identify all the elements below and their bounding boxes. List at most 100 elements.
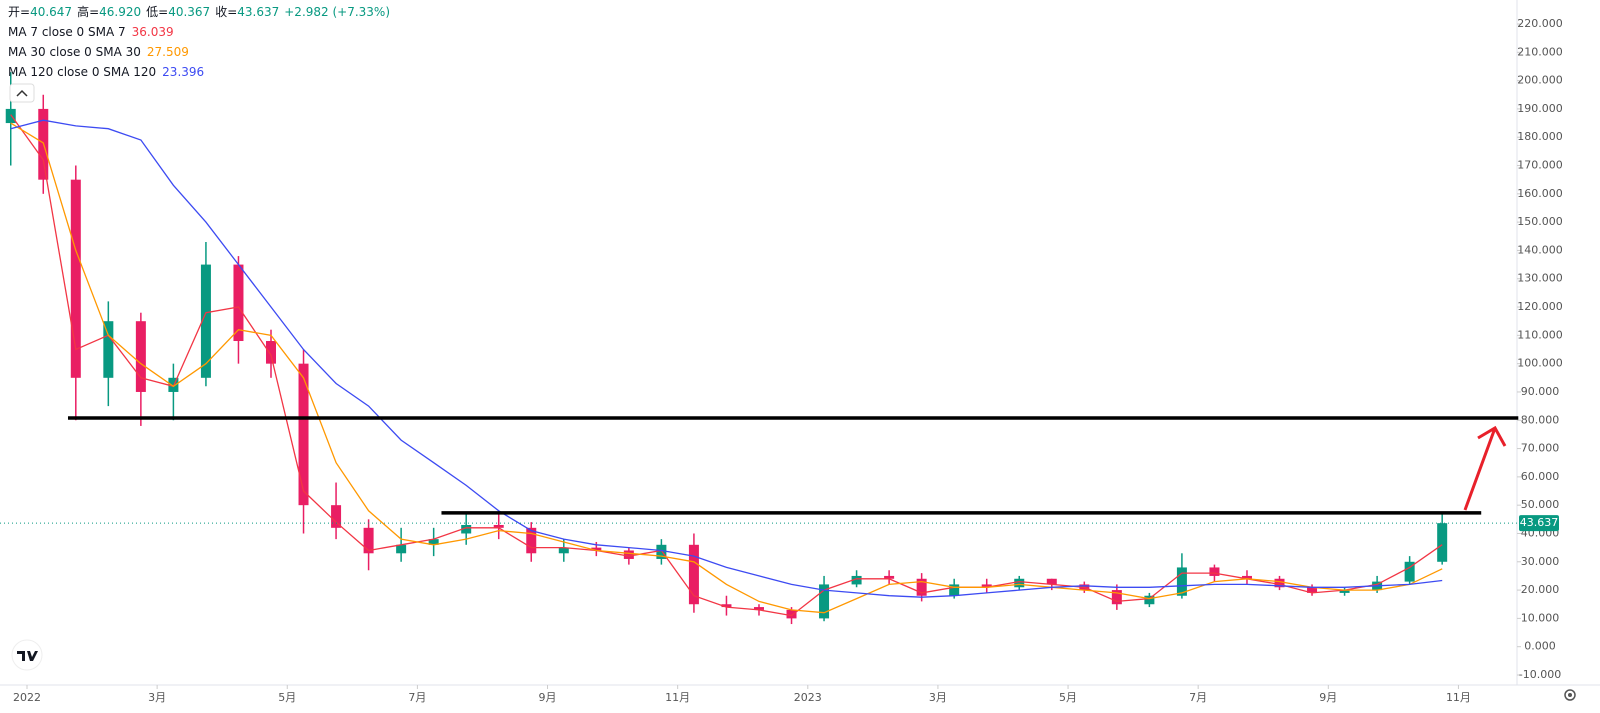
x-tick-label: 2023 xyxy=(794,691,822,704)
x-tick-label: 2022 xyxy=(13,691,41,704)
x-tick-label: 11月 xyxy=(665,691,690,704)
x-tick-label: 5月 xyxy=(1059,691,1077,704)
y-tick-label: 210.000 xyxy=(1517,45,1563,58)
y-tick-label: 140.000 xyxy=(1517,243,1563,256)
arrow-annotation xyxy=(1463,425,1507,511)
y-tick-label: 70.000 xyxy=(1521,442,1560,455)
candle-body xyxy=(1111,590,1122,605)
candle-body xyxy=(949,584,960,596)
ma-line xyxy=(10,122,1443,614)
indicator-value: 23.396 xyxy=(162,65,204,79)
candle-body xyxy=(265,341,276,364)
x-tick-label: 9月 xyxy=(1319,691,1337,704)
y-tick-label: 150.000 xyxy=(1517,215,1563,228)
candle-body xyxy=(1437,523,1448,562)
candle-body xyxy=(298,363,309,506)
y-tick-label: 110.000 xyxy=(1517,328,1563,341)
x-tick-label: 7月 xyxy=(408,691,426,704)
y-tick-label: 190.000 xyxy=(1517,102,1563,115)
tv-logo[interactable] xyxy=(11,639,43,671)
candle-body xyxy=(753,607,764,610)
candle-body xyxy=(526,527,537,554)
y-tick-label: 200.000 xyxy=(1517,74,1563,87)
candle-body xyxy=(135,321,146,392)
ma-line xyxy=(10,114,1443,617)
candle-body xyxy=(1339,590,1350,593)
settings-icon[interactable] xyxy=(1564,689,1576,701)
candle-body xyxy=(851,575,862,585)
candle-body xyxy=(558,547,569,554)
candle-body xyxy=(623,550,634,559)
candle-body xyxy=(656,544,667,559)
candle-body xyxy=(363,527,374,554)
x-tick-label: 5月 xyxy=(278,691,296,704)
change: +2.982 (+7.33%) xyxy=(284,5,390,19)
y-tick-label: 30.000 xyxy=(1521,555,1560,568)
candle-body xyxy=(1274,578,1285,588)
y-tick-label: 220.000 xyxy=(1517,17,1563,30)
collapse-button[interactable] xyxy=(9,83,35,103)
ohlc-key: 高= xyxy=(77,4,99,19)
indicator-value: 36.039 xyxy=(132,25,174,39)
indicator-value: 27.509 xyxy=(147,45,189,59)
last-price-box xyxy=(1519,515,1559,532)
y-tick-label: 0.000 xyxy=(1524,640,1556,653)
y-tick-label: 20.000 xyxy=(1521,583,1560,596)
indicator-legend: MA 7 close 0 SMA 7 36.039 xyxy=(8,25,174,39)
candle-body xyxy=(884,575,895,579)
x-tick-label: 3月 xyxy=(929,691,947,704)
candle-body xyxy=(916,578,927,596)
ohlc-key: 低= xyxy=(146,5,168,19)
indicator-name: MA 7 close 0 SMA 7 xyxy=(8,25,126,39)
candle-body xyxy=(103,321,114,378)
candle-body xyxy=(70,179,81,378)
ohlc-key: 开= xyxy=(8,5,30,19)
ohlc-value: 46.920 xyxy=(99,5,141,19)
y-tick-label: 120.000 xyxy=(1517,300,1563,313)
candle-body xyxy=(1014,578,1025,588)
y-tick-label: 180.000 xyxy=(1517,130,1563,143)
candle-body xyxy=(396,544,407,554)
ohlc-legend: 开=40.647 高=46.920 低=40.367 收=43.637 +2.982 (… xyxy=(8,4,390,19)
indicator-legend: MA 30 close 0 SMA 30 27.509 xyxy=(8,45,189,59)
candle-body xyxy=(200,264,211,378)
candle-body xyxy=(1209,567,1220,576)
candle-body xyxy=(1046,578,1057,585)
y-tick-label: -10.000 xyxy=(1519,668,1561,681)
ohlc-value: 43.637 xyxy=(237,5,279,19)
candle-body xyxy=(493,524,504,528)
candle-body xyxy=(331,505,342,528)
candle-body xyxy=(5,108,16,124)
indicator-name: MA 30 close 0 SMA 30 xyxy=(8,45,141,59)
candle-body xyxy=(428,539,439,545)
candle-body xyxy=(1144,595,1155,605)
y-tick-label: 170.000 xyxy=(1517,159,1563,172)
indicator-name: MA 120 close 0 SMA 120 xyxy=(8,65,156,79)
y-tick-label: 160.000 xyxy=(1517,187,1563,200)
ohlc-value: 40.367 xyxy=(168,5,210,19)
y-tick-label: 10.000 xyxy=(1521,611,1560,624)
indicator-legend: MA 120 close 0 SMA 120 23.396 xyxy=(8,65,204,79)
candle-body xyxy=(721,604,732,608)
candle-body xyxy=(688,544,699,605)
candle-body xyxy=(819,584,830,619)
y-tick-label: 90.000 xyxy=(1521,385,1560,398)
candle-body xyxy=(1404,561,1415,582)
x-tick-label: 7月 xyxy=(1189,691,1207,704)
candle-body xyxy=(233,264,244,342)
y-tick-label: 50.000 xyxy=(1521,498,1560,511)
ohlc-value: 40.647 xyxy=(30,5,72,19)
x-tick-label: 11月 xyxy=(1446,691,1471,704)
candle-body xyxy=(1241,575,1252,579)
candle-body xyxy=(1307,587,1318,593)
ohlc-key: 收= xyxy=(215,5,237,19)
candle-body xyxy=(591,547,602,551)
candle-body xyxy=(1176,567,1187,596)
ma-line xyxy=(10,119,1443,598)
x-tick-label: 3月 xyxy=(148,691,166,704)
candle-body xyxy=(461,524,472,534)
candle-body xyxy=(981,584,992,588)
y-tick-label: 80.000 xyxy=(1521,413,1560,426)
candle-body xyxy=(786,609,797,619)
